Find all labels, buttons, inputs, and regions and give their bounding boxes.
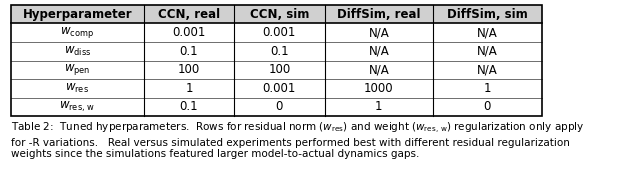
Text: 1: 1	[375, 100, 383, 113]
Text: DiffSim, sim: DiffSim, sim	[447, 8, 528, 21]
Text: 1000: 1000	[364, 82, 394, 95]
Text: $w_{\mathrm{res}}$: $w_{\mathrm{res}}$	[65, 82, 90, 95]
Text: 0: 0	[276, 100, 283, 113]
Text: 0.1: 0.1	[180, 45, 198, 58]
Text: 0.001: 0.001	[262, 26, 296, 39]
Text: 0.001: 0.001	[262, 82, 296, 95]
Text: 100: 100	[268, 63, 291, 76]
Text: Table 2:  Tuned hyperparameters.  Rows for residual norm ($w_{\mathrm{res}}$) an: Table 2: Tuned hyperparameters. Rows for…	[11, 121, 584, 159]
Text: 0.001: 0.001	[172, 26, 205, 39]
Text: N/A: N/A	[369, 45, 389, 58]
Text: 0.1: 0.1	[270, 45, 289, 58]
Text: 1: 1	[484, 82, 491, 95]
Text: N/A: N/A	[369, 63, 389, 76]
Bar	[11, 5, 541, 23]
Text: 1: 1	[185, 82, 193, 95]
Text: $w_{\mathrm{res,\, w}}$: $w_{\mathrm{res,\, w}}$	[60, 100, 95, 114]
Bar	[11, 5, 541, 116]
Text: N/A: N/A	[477, 45, 498, 58]
Text: $w_{\mathrm{pen}}$: $w_{\mathrm{pen}}$	[64, 62, 91, 77]
Text: CCN, real: CCN, real	[158, 8, 220, 21]
Text: 100: 100	[178, 63, 200, 76]
Text: Hyperparameter: Hyperparameter	[22, 8, 132, 21]
Text: N/A: N/A	[369, 26, 389, 39]
Text: 0.1: 0.1	[180, 100, 198, 113]
Text: $w_{\mathrm{comp}}$: $w_{\mathrm{comp}}$	[60, 25, 94, 40]
Text: 0: 0	[484, 100, 491, 113]
Text: N/A: N/A	[477, 26, 498, 39]
Text: CCN, sim: CCN, sim	[250, 8, 309, 21]
Text: DiffSim, real: DiffSim, real	[337, 8, 420, 21]
Text: $w_{\mathrm{diss}}$: $w_{\mathrm{diss}}$	[64, 45, 91, 58]
Text: N/A: N/A	[477, 63, 498, 76]
